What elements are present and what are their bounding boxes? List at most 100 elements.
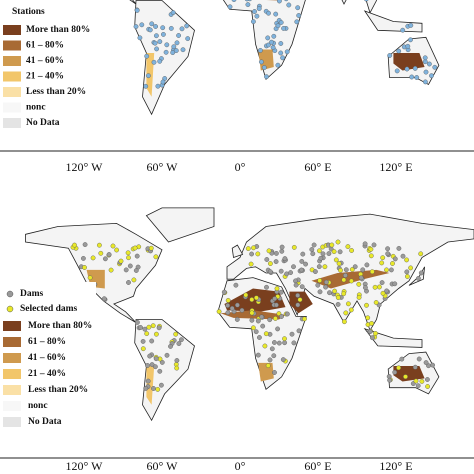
site-marker — [179, 26, 185, 32]
site-marker — [385, 246, 390, 252]
site-marker — [155, 83, 161, 89]
site-marker — [234, 302, 240, 308]
site-marker — [396, 245, 402, 251]
site-marker — [247, 0, 252, 2]
site-marker — [255, 318, 261, 324]
site-marker — [273, 302, 279, 308]
site-marker — [294, 19, 300, 25]
site-marker — [362, 241, 368, 247]
bottom-legend: Dams Selected dams More than 80% 61 – 80% 41… — [0, 282, 96, 437]
site-marker — [335, 239, 341, 245]
site-marker — [273, 11, 279, 17]
site-marker — [368, 253, 374, 259]
site-marker — [145, 73, 151, 79]
site-marker — [184, 23, 190, 29]
legend-label: No Data — [28, 417, 62, 427]
site-marker — [131, 277, 137, 283]
site-marker — [299, 284, 305, 290]
site-marker — [333, 257, 339, 263]
longitude-label: 120° W — [66, 459, 104, 473]
site-marker — [335, 301, 341, 307]
site-marker — [284, 49, 290, 55]
site-marker — [296, 13, 302, 18]
site-marker — [273, 259, 279, 264]
site-marker — [265, 35, 271, 41]
site-marker — [98, 250, 104, 256]
site-marker — [245, 2, 251, 7]
site-marker — [371, 242, 377, 248]
legend-label: 61 – 80% — [28, 337, 66, 347]
site-marker — [256, 335, 262, 340]
site-marker — [275, 326, 280, 332]
site-marker — [233, 282, 239, 288]
site-marker — [284, 311, 290, 317]
legend-swatch — [3, 369, 21, 379]
site-marker — [309, 247, 315, 252]
site-marker — [258, 59, 264, 65]
site-marker — [264, 284, 269, 290]
site-marker — [153, 356, 159, 362]
site-marker — [341, 291, 347, 297]
site-marker — [134, 253, 140, 259]
longitude-label: 60° W — [147, 459, 179, 473]
site-marker — [331, 249, 337, 255]
site-marker — [280, 357, 286, 362]
top-legend: Stations More than 80% 61 – 80% 41 – 60% 21 … — [0, 2, 92, 136]
site-marker — [356, 294, 362, 300]
site-marker — [379, 260, 385, 266]
site-marker — [106, 252, 112, 257]
site-marker — [291, 264, 296, 270]
site-marker — [429, 73, 434, 79]
site-marker — [282, 336, 287, 342]
site-marker — [356, 281, 362, 287]
site-marker — [385, 251, 391, 257]
site-marker — [221, 289, 227, 295]
site-marker — [253, 329, 259, 335]
aridity-zone — [289, 291, 313, 314]
site-marker — [286, 2, 292, 8]
site-marker — [315, 282, 321, 288]
site-marker — [81, 255, 86, 261]
aridity-zone — [224, 288, 286, 312]
site-marker — [277, 0, 282, 4]
site-marker — [173, 331, 179, 337]
site-marker — [323, 284, 328, 290]
site-marker — [250, 19, 256, 24]
site-marker — [387, 53, 393, 58]
site-marker — [414, 75, 420, 80]
site-marker — [259, 314, 264, 320]
site-marker — [267, 317, 273, 323]
site-marker — [164, 352, 170, 358]
legend-swatch — [3, 353, 21, 363]
legend-swatch — [3, 321, 21, 331]
site-marker — [338, 267, 343, 273]
legend-marker — [6, 305, 14, 313]
site-marker — [327, 290, 332, 296]
landmass — [222, 0, 306, 81]
site-marker — [329, 242, 335, 248]
site-marker — [281, 25, 286, 31]
site-marker — [245, 246, 251, 252]
site-marker — [158, 382, 164, 388]
legend-label: Less than 20% — [28, 385, 88, 395]
site-marker — [293, 278, 298, 284]
site-marker — [299, 258, 305, 264]
site-marker — [163, 49, 169, 55]
longitude-label: 60° E — [304, 160, 331, 174]
site-marker — [143, 385, 149, 391]
site-marker — [249, 310, 255, 316]
site-marker — [110, 243, 116, 249]
site-marker — [358, 275, 364, 281]
site-marker — [154, 46, 160, 52]
site-marker — [123, 267, 129, 273]
site-marker — [336, 261, 342, 266]
site-marker — [343, 267, 349, 273]
site-marker — [284, 0, 289, 2]
legend-label: 41 – 60% — [28, 353, 66, 363]
site-marker — [137, 35, 143, 41]
site-marker — [149, 21, 155, 27]
site-marker — [387, 377, 392, 383]
bottom-map — [25, 207, 474, 422]
site-marker — [145, 363, 150, 368]
site-marker — [332, 288, 337, 294]
